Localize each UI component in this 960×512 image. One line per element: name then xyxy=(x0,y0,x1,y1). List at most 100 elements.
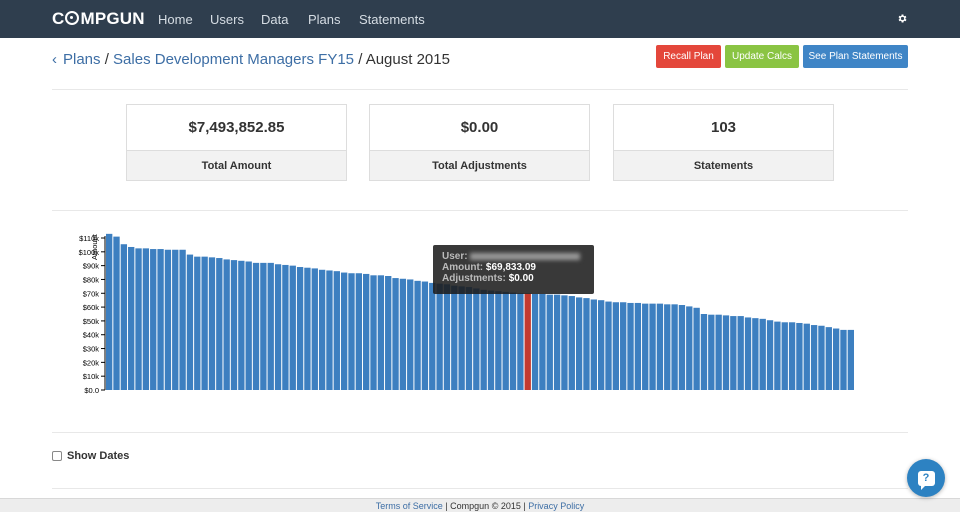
bar xyxy=(810,325,818,390)
bar xyxy=(480,289,487,390)
bar xyxy=(568,296,575,390)
update-calcs-button[interactable]: Update Calcs xyxy=(725,45,799,68)
bar xyxy=(407,279,414,390)
tooltip-adjustments-label: Adjustments: xyxy=(442,273,506,284)
bar xyxy=(172,249,179,390)
bar xyxy=(620,302,627,390)
bar xyxy=(818,325,825,390)
bar xyxy=(575,297,583,390)
see-plan-statements-button[interactable]: See Plan Statements xyxy=(803,45,908,68)
bar xyxy=(238,260,245,390)
bar xyxy=(370,275,377,390)
stat-label: Statements xyxy=(614,150,833,180)
y-tick-label: $90k xyxy=(83,262,100,271)
bar xyxy=(385,276,392,390)
gear-icon[interactable] xyxy=(897,12,908,27)
bar xyxy=(649,303,656,390)
breadcrumb-period: August 2015 xyxy=(365,51,450,68)
bar xyxy=(120,244,128,390)
tooltip-amount-label: Amount: xyxy=(442,262,484,273)
bar xyxy=(179,249,186,390)
bar xyxy=(326,270,333,390)
y-tick-label: $30k xyxy=(83,345,100,354)
bar xyxy=(722,315,730,390)
compgun-logo[interactable]: C MPGUN xyxy=(52,9,145,28)
bar xyxy=(414,280,421,390)
bar xyxy=(451,285,458,390)
nav-users[interactable]: Users xyxy=(210,12,244,27)
privacy-link[interactable]: Privacy Policy xyxy=(528,501,585,511)
tooltip-user-label: User: xyxy=(442,251,468,262)
bar xyxy=(539,293,546,390)
nav-statements[interactable]: Statements xyxy=(359,12,425,27)
bar xyxy=(553,294,561,390)
bar xyxy=(634,302,642,390)
terms-link[interactable]: Terms of Service xyxy=(375,501,443,511)
bar xyxy=(377,275,385,390)
bar xyxy=(274,264,282,390)
nav-data[interactable]: Data xyxy=(261,12,289,27)
bar xyxy=(509,292,517,390)
bar xyxy=(656,303,664,390)
bar xyxy=(421,281,429,390)
stat-value: $7,493,852.85 xyxy=(188,119,285,136)
bar xyxy=(708,314,715,390)
bar xyxy=(223,259,230,390)
y-tick-label: $0.0 xyxy=(84,386,99,395)
bar xyxy=(260,262,267,390)
bar xyxy=(715,314,722,390)
nav-plans[interactable]: Plans xyxy=(308,12,341,27)
help-chat-button[interactable]: ? xyxy=(907,459,945,497)
divider xyxy=(52,432,908,433)
bar xyxy=(164,249,172,390)
y-tick-label: $100k xyxy=(79,248,100,257)
bar xyxy=(201,256,208,390)
breadcrumb-plans-link[interactable]: ‹ Plans xyxy=(52,51,101,68)
bar xyxy=(318,269,326,390)
bar xyxy=(186,254,194,390)
bar xyxy=(267,262,274,390)
chart-tooltip: User: Amount: $69,833.09 Adjustments: $0… xyxy=(433,245,594,294)
top-navbar: C MPGUN Home Users Data Plans Statements xyxy=(0,0,960,38)
bar xyxy=(781,322,788,390)
question-icon: ? xyxy=(917,470,935,490)
bar xyxy=(744,317,752,390)
y-tick-label: $60k xyxy=(83,303,100,312)
bar xyxy=(788,322,796,390)
bar xyxy=(150,249,157,390)
bar xyxy=(502,291,509,390)
bar xyxy=(495,291,502,390)
y-tick-label: $10k xyxy=(83,372,100,381)
bar xyxy=(458,286,465,390)
divider xyxy=(52,89,908,90)
bar xyxy=(840,329,847,390)
stat-label: Total Adjustments xyxy=(370,150,589,180)
bar xyxy=(473,288,480,390)
bar xyxy=(245,261,252,390)
bar xyxy=(216,258,223,390)
bar xyxy=(590,299,597,390)
bar xyxy=(678,305,686,390)
y-tick-label: $110k xyxy=(79,234,99,243)
bar xyxy=(142,248,150,390)
y-tick-label: $80k xyxy=(83,275,100,284)
bar xyxy=(311,268,318,390)
highlighted-bar xyxy=(524,293,531,390)
bar xyxy=(561,295,568,390)
show-dates-toggle[interactable]: Show Dates xyxy=(52,450,129,462)
recall-plan-button[interactable]: Recall Plan xyxy=(656,45,721,68)
show-dates-checkbox[interactable] xyxy=(52,451,62,461)
stat-total-amount: $7,493,852.85 Total Amount xyxy=(126,104,347,181)
breadcrumb: ‹ Plans / Sales Development Managers FY15… xyxy=(52,51,450,68)
bar xyxy=(363,273,370,390)
y-tick-label: $20k xyxy=(83,358,100,367)
nav-home[interactable]: Home xyxy=(158,12,193,27)
stat-label: Total Amount xyxy=(127,150,346,180)
bar xyxy=(597,300,605,390)
bar xyxy=(583,298,590,390)
y-axis-label: Amount xyxy=(90,233,99,260)
bar xyxy=(399,278,407,390)
bar xyxy=(671,304,678,390)
bar xyxy=(157,249,164,390)
breadcrumb-plan-link[interactable]: Sales Development Managers FY15 xyxy=(113,51,355,68)
